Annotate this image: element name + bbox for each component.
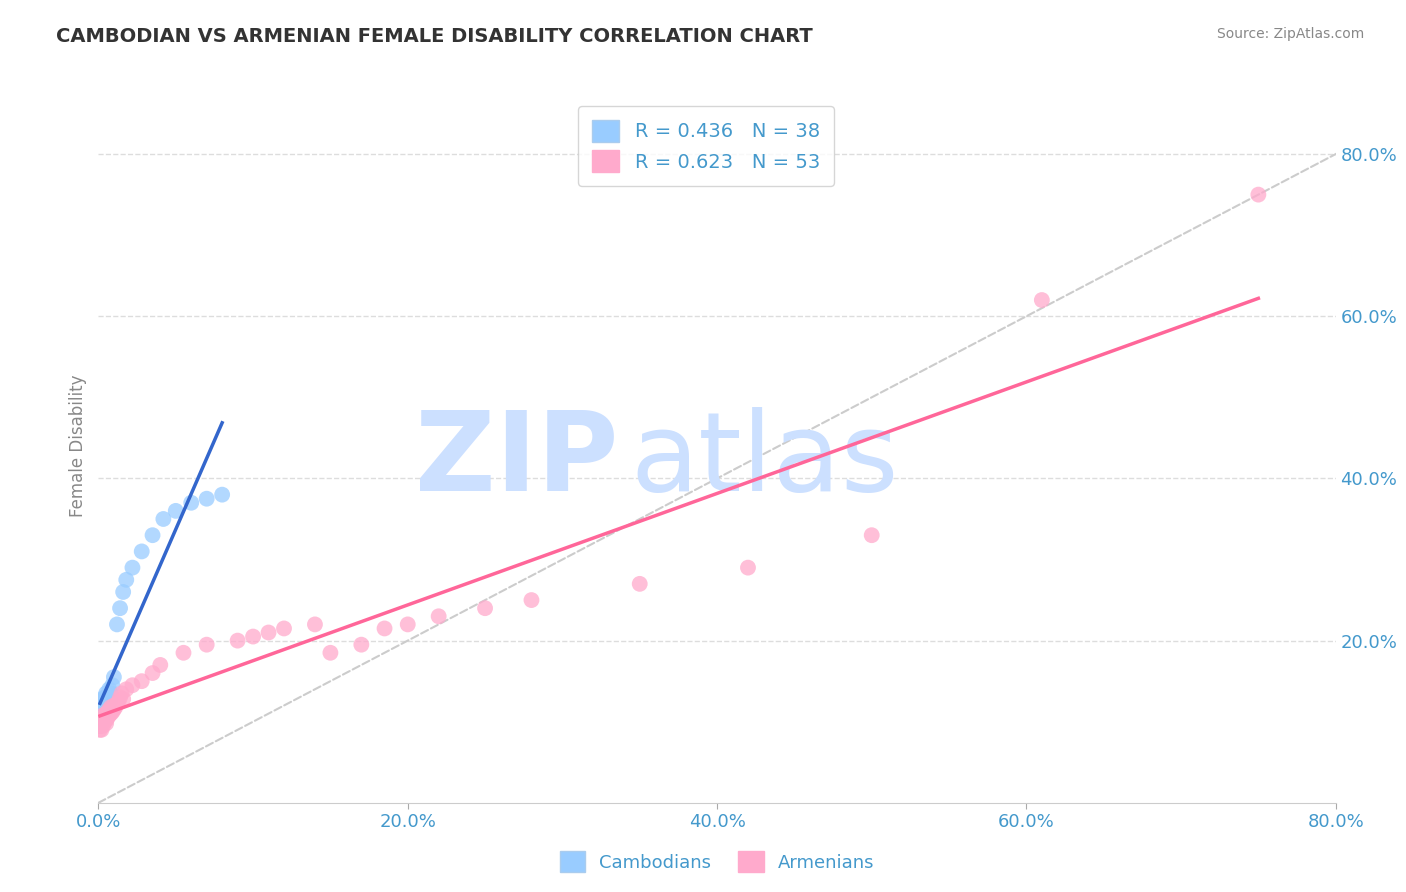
- Point: [165, 504, 187, 518]
- Point: [195, 491, 218, 506]
- Point: [93, 702, 115, 716]
- Point: [1247, 187, 1270, 202]
- Point: [115, 682, 138, 697]
- Point: [98, 682, 121, 697]
- Point: [97, 698, 120, 713]
- Point: [350, 638, 373, 652]
- Point: [142, 528, 165, 542]
- Point: [474, 601, 496, 615]
- Point: [108, 690, 131, 705]
- Point: [152, 512, 174, 526]
- Point: [173, 646, 195, 660]
- Point: [142, 666, 165, 681]
- Point: [104, 700, 127, 714]
- Point: [107, 694, 129, 708]
- Point: [131, 544, 153, 558]
- Point: [89, 714, 111, 729]
- Point: [319, 646, 342, 660]
- Point: [91, 698, 114, 713]
- Point: [98, 702, 121, 716]
- Point: [108, 601, 131, 615]
- Point: [374, 622, 396, 636]
- Point: [96, 716, 118, 731]
- Point: [103, 670, 125, 684]
- Point: [91, 692, 114, 706]
- Point: [96, 706, 118, 721]
- Point: [101, 705, 124, 719]
- Point: [89, 719, 111, 733]
- Y-axis label: Female Disability: Female Disability: [69, 375, 87, 517]
- Point: [91, 714, 114, 729]
- Point: [90, 705, 112, 719]
- Point: [105, 697, 128, 711]
- Point: [97, 690, 120, 705]
- Point: [96, 713, 118, 727]
- Point: [89, 723, 111, 737]
- Point: [520, 593, 543, 607]
- Point: [100, 686, 122, 700]
- Point: [91, 719, 114, 733]
- Point: [737, 560, 759, 574]
- Point: [115, 573, 138, 587]
- Point: [1031, 293, 1053, 307]
- Point: [180, 496, 202, 510]
- Point: [90, 719, 112, 733]
- Point: [226, 633, 249, 648]
- Point: [121, 560, 143, 574]
- Point: [112, 692, 135, 706]
- Point: [304, 617, 326, 632]
- Text: Source: ZipAtlas.com: Source: ZipAtlas.com: [1216, 27, 1364, 41]
- Point: [97, 705, 120, 719]
- Point: [91, 702, 114, 716]
- Point: [91, 708, 114, 723]
- Text: CAMBODIAN VS ARMENIAN FEMALE DISABILITY CORRELATION CHART: CAMBODIAN VS ARMENIAN FEMALE DISABILITY …: [56, 27, 813, 45]
- Point: [93, 690, 115, 705]
- Point: [98, 708, 121, 723]
- Point: [93, 714, 115, 729]
- Point: [90, 714, 112, 729]
- Point: [111, 686, 134, 700]
- Point: [257, 625, 280, 640]
- Legend: Cambodians, Armenians: Cambodians, Armenians: [553, 844, 882, 880]
- Point: [121, 678, 143, 692]
- Point: [93, 697, 115, 711]
- Point: [100, 700, 122, 714]
- Point: [103, 702, 125, 716]
- Point: [131, 674, 153, 689]
- Point: [93, 711, 115, 725]
- Point: [89, 711, 111, 725]
- Point: [89, 702, 111, 716]
- Point: [96, 700, 118, 714]
- Point: [90, 711, 112, 725]
- Point: [195, 638, 218, 652]
- Point: [100, 706, 122, 721]
- Point: [242, 630, 264, 644]
- Point: [89, 706, 111, 721]
- Point: [96, 694, 118, 708]
- Point: [90, 700, 112, 714]
- Point: [860, 528, 883, 542]
- Point: [628, 577, 651, 591]
- Point: [396, 617, 419, 632]
- Point: [101, 678, 124, 692]
- Point: [273, 622, 295, 636]
- Text: atlas: atlas: [630, 407, 898, 514]
- Point: [90, 694, 112, 708]
- Point: [112, 585, 135, 599]
- Point: [103, 698, 125, 713]
- Point: [105, 617, 128, 632]
- Point: [427, 609, 450, 624]
- Point: [96, 686, 118, 700]
- Point: [90, 708, 112, 723]
- Point: [90, 723, 112, 737]
- Point: [89, 719, 111, 733]
- Point: [211, 488, 233, 502]
- Point: [98, 694, 121, 708]
- Point: [149, 657, 172, 672]
- Text: ZIP: ZIP: [415, 407, 619, 514]
- Point: [91, 706, 114, 721]
- Point: [97, 711, 120, 725]
